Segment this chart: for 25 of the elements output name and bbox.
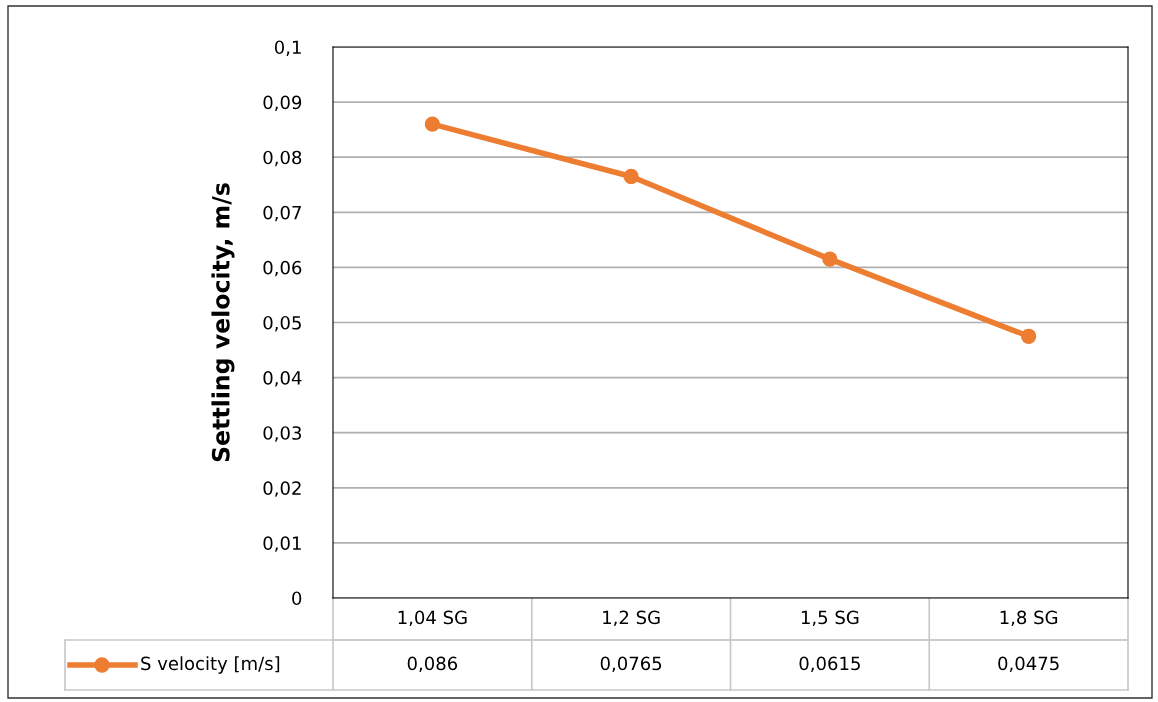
y-tick-label: 0,09 — [263, 95, 302, 112]
y-tick-label: 0,04 — [263, 371, 302, 387]
point — [1020, 328, 1037, 344]
y-tick-label: 0,07 — [263, 205, 301, 222]
x-tick-label: 1,5 SG — [801, 610, 859, 627]
data-label: 0,086 — [407, 656, 458, 673]
x-tick-label: 1,04 SG — [398, 610, 467, 627]
data-label: 0,0615 — [799, 656, 860, 673]
y-axis-title: Settling velocity, m/s — [211, 183, 235, 462]
y-tick-label: 0,03 — [263, 426, 301, 442]
point — [623, 168, 639, 185]
y-tick-label: 0,01 — [263, 536, 301, 552]
y-tick-label: 0 — [292, 591, 302, 606]
y-tick-label: 0,08 — [263, 150, 302, 167]
data-label: 0,0475 — [998, 656, 1059, 673]
point — [424, 116, 441, 132]
y-tick-label: 0,1 — [274, 40, 301, 56]
x-tick-label: 1,2 SG — [603, 610, 660, 627]
legend-label: S velocity [m/s] — [141, 656, 280, 674]
y-tick-label: 0,06 — [263, 260, 302, 277]
y-tick-label: 0,02 — [263, 481, 301, 497]
x-tick-label: 1,8 SG — [1000, 610, 1058, 627]
data-label: 0,0765 — [600, 656, 662, 673]
y-tick-label: 0,05 — [263, 315, 301, 332]
point — [822, 251, 838, 267]
